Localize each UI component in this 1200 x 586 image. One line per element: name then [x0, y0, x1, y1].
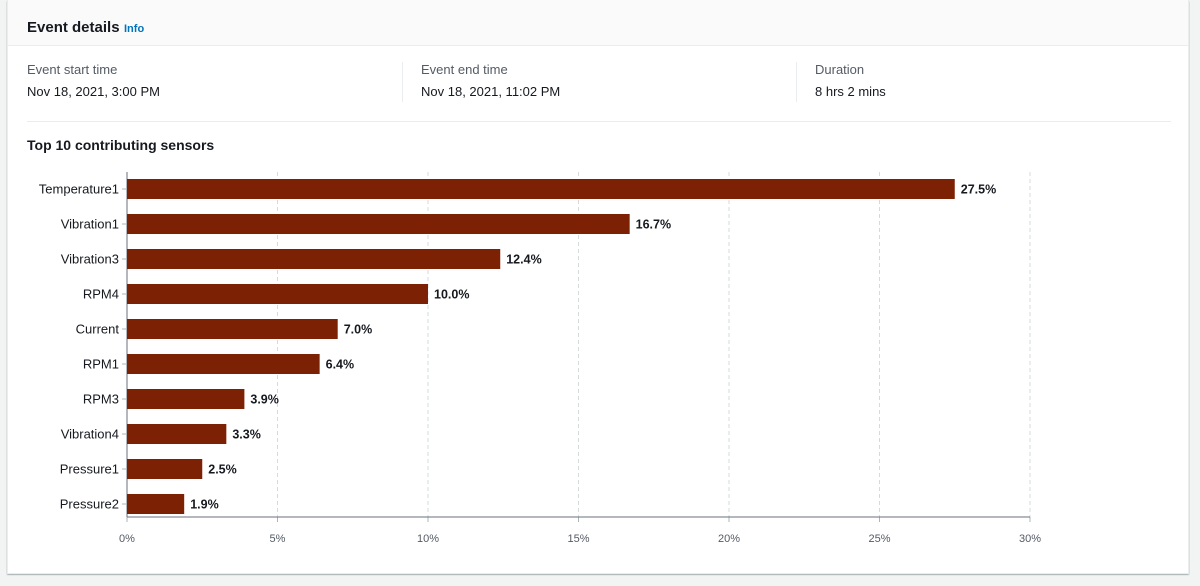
value-label: 3.3%	[232, 428, 261, 442]
info-link[interactable]: Info	[124, 23, 145, 35]
detail-divider	[796, 62, 797, 102]
bar	[127, 249, 501, 269]
panel-title: Event details	[27, 19, 120, 36]
chart-title: Top 10 contributing sensors	[27, 137, 215, 153]
bar-layer	[127, 179, 955, 514]
bar	[127, 179, 955, 199]
duration-value: 8 hrs 2 mins	[815, 84, 886, 99]
detail-divider	[402, 62, 403, 102]
event-end-time-label: Event end time	[421, 62, 508, 77]
category-label: Vibration4	[61, 427, 119, 442]
duration: Duration 8 hrs 2 mins	[815, 62, 886, 99]
value-label: 7.0%	[344, 323, 373, 337]
x-tick-label: 5%	[270, 533, 286, 545]
panel-header: Event details Info	[8, 10, 1188, 46]
x-tick-label: 20%	[718, 533, 740, 545]
category-label: Pressure2	[60, 497, 119, 512]
duration-label: Duration	[815, 62, 865, 77]
category-label: Pressure1	[60, 462, 119, 477]
x-tick-label: 30%	[1019, 533, 1041, 545]
value-label: 10.0%	[434, 288, 469, 302]
bar	[127, 284, 428, 304]
category-label: Temperature1	[39, 182, 119, 197]
contributing-sensors-chart: 0% 5% 10% 15% 20% 25% 30% Temperature1 27.5% Vibr…	[39, 172, 1041, 546]
bar	[127, 214, 630, 234]
value-label: 2.5%	[208, 463, 237, 477]
category-label: Vibration1	[61, 217, 119, 232]
event-end-time-value: Nov 18, 2021, 11:02 PM	[421, 84, 561, 99]
category-label: Current	[76, 322, 120, 337]
event-start-time-value: Nov 18, 2021, 3:00 PM	[27, 84, 160, 99]
category-label: RPM1	[83, 357, 119, 372]
x-tick-label: 25%	[868, 533, 890, 545]
bar	[127, 354, 320, 374]
event-details-panel: Event details Info Event start time Nov …	[7, 0, 1189, 574]
value-label: 16.7%	[636, 218, 671, 232]
category-label: RPM4	[83, 287, 119, 302]
label-layer: 0% 5% 10% 15% 20% 25% 30% Temperature1 27.5% Vibr…	[39, 182, 1041, 546]
value-label: 6.4%	[326, 358, 355, 372]
category-label: Vibration3	[61, 252, 119, 267]
value-label: 3.9%	[250, 393, 279, 407]
bar	[127, 494, 185, 514]
bar	[127, 389, 245, 409]
value-label: 27.5%	[961, 183, 996, 197]
bar	[127, 459, 203, 479]
value-label: 12.4%	[506, 253, 541, 267]
x-tick-label: 10%	[417, 533, 439, 545]
category-label: RPM3	[83, 392, 119, 407]
section-divider	[27, 121, 1171, 122]
event-end-time: Event end time Nov 18, 2021, 11:02 PM	[421, 62, 560, 99]
event-start-time-label: Event start time	[27, 62, 118, 77]
bar	[127, 424, 227, 444]
event-start-time: Event start time Nov 18, 2021, 3:00 PM	[27, 62, 160, 99]
bar	[127, 319, 338, 339]
x-tick-label: 15%	[567, 533, 589, 545]
value-label: 1.9%	[190, 498, 219, 512]
x-tick-label: 0%	[119, 533, 135, 545]
